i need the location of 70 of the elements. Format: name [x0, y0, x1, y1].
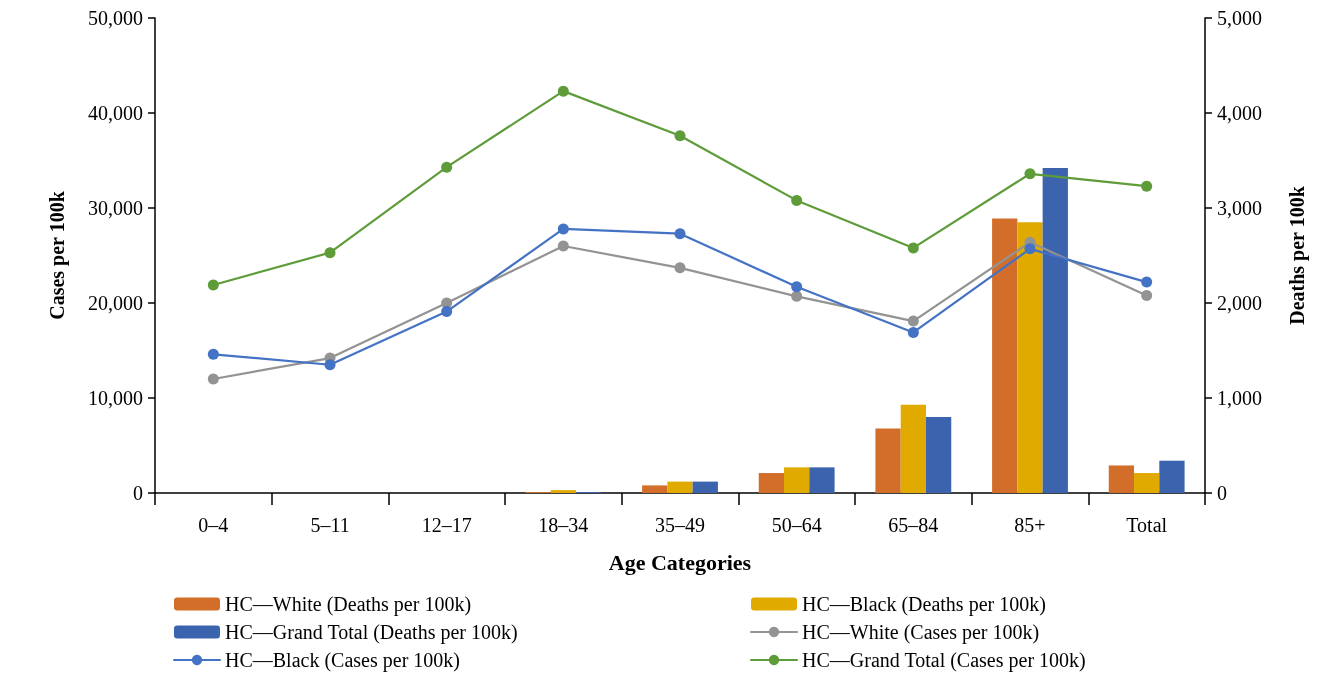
y2-tick-label: 3,000: [1217, 197, 1262, 219]
bar: [1159, 460, 1185, 493]
y-tick-label: 40,000: [88, 102, 143, 124]
legend-label: HC—White (Deaths per 100k): [225, 593, 472, 616]
x-tick-label: 0–4: [198, 514, 229, 536]
y2-tick-label: 4,000: [1217, 102, 1262, 124]
y2-tick-label: 2,000: [1217, 292, 1262, 314]
point: [557, 223, 569, 235]
y-axis-title: Cases per 100k: [46, 190, 69, 320]
x-tick-label: 35–49: [655, 514, 705, 536]
x-tick-label: 85+: [1014, 514, 1046, 536]
bar: [1108, 465, 1135, 493]
bar: [809, 467, 835, 493]
legend-label: HC—Black (Cases per 100k): [225, 649, 460, 672]
point: [207, 348, 219, 360]
bar: [550, 490, 576, 493]
x-tick-label: 18–34: [538, 514, 589, 536]
point: [1141, 180, 1153, 192]
bar: [667, 481, 693, 493]
point: [207, 373, 219, 385]
y-tick-label: 20,000: [88, 292, 143, 314]
x-tick-label: 5–11: [310, 514, 350, 536]
bar: [784, 467, 810, 493]
y2-axis-title: Deaths per 100k: [1286, 185, 1309, 325]
y-tick-label: 50,000: [88, 7, 143, 29]
point: [441, 161, 453, 173]
point: [791, 194, 803, 206]
bar: [992, 218, 1018, 493]
legend-label: HC—Grand Total (Deaths per 100k): [225, 621, 518, 644]
point: [791, 290, 803, 302]
point: [1141, 276, 1153, 288]
bar: [925, 417, 952, 493]
bar: [1017, 222, 1043, 493]
point: [907, 242, 919, 254]
point: [557, 240, 569, 252]
legend-label: HC—Black (Deaths per 100k): [802, 593, 1046, 616]
x-tick-label: 50–64: [771, 514, 822, 536]
bar: [758, 473, 785, 493]
point: [907, 326, 919, 338]
x-tick-label: Total: [1126, 514, 1168, 536]
point: [1024, 243, 1036, 255]
x-tick-label: 65–84: [888, 514, 939, 536]
bar: [692, 481, 718, 493]
bar: [875, 428, 901, 493]
x-tick-label: 12–17: [421, 514, 472, 536]
point: [1141, 289, 1153, 301]
point: [907, 315, 919, 327]
legend-label: HC—White (Cases per 100k): [802, 621, 1040, 644]
bar: [642, 485, 668, 493]
point: [674, 262, 686, 274]
point: [791, 281, 803, 293]
bar: [1134, 473, 1160, 493]
point: [674, 228, 686, 240]
point: [324, 359, 336, 371]
y-tick-label: 30,000: [88, 197, 143, 219]
y2-tick-label: 5,000: [1217, 7, 1262, 29]
legend-label: HC—Grand Total (Cases per 100k): [802, 649, 1086, 672]
point: [207, 279, 219, 291]
y-tick-label: 0: [133, 482, 143, 504]
bar: [1042, 168, 1068, 493]
point: [1024, 168, 1036, 180]
point: [674, 130, 686, 142]
point: [441, 306, 453, 318]
bar: [900, 404, 926, 493]
point: [324, 247, 336, 259]
y2-tick-label: 0: [1217, 482, 1227, 504]
y2-tick-label: 1,000: [1217, 387, 1262, 409]
point: [557, 85, 569, 97]
y-tick-label: 10,000: [88, 387, 143, 409]
x-axis-title: Age Categories: [608, 549, 752, 575]
